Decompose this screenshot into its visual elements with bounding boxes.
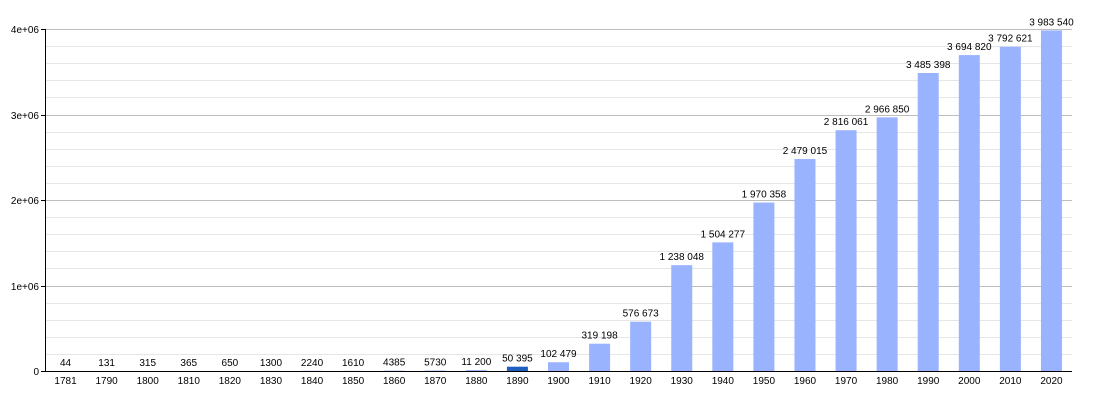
x-tick-label: 1860 (383, 376, 406, 387)
value-label-1910: 319 198 (582, 331, 619, 342)
value-label-1800: 315 (139, 358, 156, 369)
x-tick-label: 1790 (95, 376, 118, 387)
bar-1970 (835, 130, 857, 371)
x-tick-label: 1940 (712, 376, 735, 387)
y-tick-label: 1e+06 (11, 282, 40, 293)
value-label-1870: 5730 (424, 358, 447, 369)
bar-2000 (958, 55, 980, 371)
x-tick-label: 1810 (178, 376, 201, 387)
x-tick-label: 2010 (999, 376, 1022, 387)
value-label-1790: 131 (98, 358, 115, 369)
value-label-1890: 50 395 (502, 354, 533, 365)
x-tick-label: 1990 (917, 376, 940, 387)
bars (55, 30, 1062, 372)
value-label-1880: 11 200 (461, 357, 491, 368)
x-tick-label: 1970 (835, 376, 858, 387)
bar-1930 (671, 265, 693, 371)
value-label-1970: 2 816 061 (824, 117, 869, 128)
bar-1900 (548, 362, 569, 371)
bar-1960 (794, 159, 816, 371)
x-tick-label: 1870 (424, 376, 447, 387)
bar-2010 (999, 46, 1021, 372)
bar-1990 (917, 72, 939, 371)
x-tick-label: 1800 (137, 376, 160, 387)
x-tick-label: 1900 (547, 376, 570, 387)
bar-1950 (753, 202, 775, 371)
y-tick-label: 0 (33, 367, 39, 378)
axes: 0 1e+06 2e+06 3e+06 4e+06 1781 1790 1800 1810 182… (11, 25, 1072, 387)
value-label-2000: 3 694 820 (947, 42, 992, 53)
x-tick-label: 1830 (260, 376, 283, 387)
value-label-2020: 3 983 540 (1029, 17, 1074, 28)
value-label-1930: 1 238 048 (659, 252, 704, 263)
value-label-1850: 1610 (342, 358, 365, 369)
x-tick-label: 1840 (301, 376, 324, 387)
bar-1880 (465, 370, 487, 371)
bar-1940 (712, 242, 734, 371)
bar-1910 (589, 343, 611, 371)
bar-1980 (876, 117, 898, 372)
value-label-1810: 365 (180, 358, 197, 369)
data-labels: 44 131 315 365 650 1300 2240 1610 4385 5730 11 200… (60, 17, 1074, 369)
x-tick-label: 2020 (1040, 376, 1063, 387)
value-label-1860: 4385 (383, 358, 406, 369)
value-label-1940: 1 504 277 (701, 229, 746, 240)
x-tick-label: 1890 (506, 376, 529, 387)
x-tick-label: 1880 (465, 376, 488, 387)
value-label-1840: 2240 (301, 358, 324, 369)
x-tick-label: 1910 (588, 376, 611, 387)
x-tick-label: 1980 (876, 376, 899, 387)
x-tick-label: 1781 (54, 376, 77, 387)
value-label-1781: 44 (60, 358, 72, 369)
bar-1920 (630, 321, 652, 371)
x-tick-label: 1820 (219, 376, 242, 387)
value-label-1950: 1 970 358 (742, 190, 787, 201)
value-label-1980: 2 966 850 (865, 104, 910, 115)
value-label-1960: 2 479 015 (783, 146, 828, 157)
value-label-1990: 3 485 398 (906, 60, 951, 71)
x-tick-label: 1920 (630, 376, 653, 387)
bar-1890 (506, 366, 528, 371)
x-tick-label: 2000 (958, 376, 981, 387)
value-label-1830: 1300 (260, 358, 283, 369)
x-tick-label: 1850 (342, 376, 365, 387)
x-tick-label: 1950 (753, 376, 776, 387)
x-tick-label: 1960 (794, 376, 817, 387)
y-tick-label: 2e+06 (11, 196, 40, 207)
value-label-2010: 3 792 621 (988, 34, 1033, 45)
y-tick-label: 4e+06 (11, 25, 40, 36)
value-label-1820: 650 (222, 358, 239, 369)
bar-2020 (1040, 30, 1062, 372)
value-label-1920: 576 673 (623, 309, 660, 320)
grid-lines (45, 29, 1072, 355)
x-tick-label: 1930 (671, 376, 694, 387)
value-label-1900: 102 479 (540, 349, 577, 360)
y-tick-label: 3e+06 (11, 111, 40, 122)
